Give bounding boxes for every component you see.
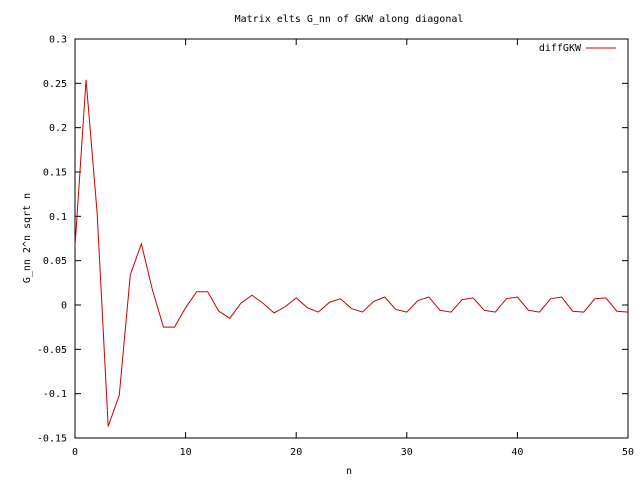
y-tick-label: 0 — [61, 301, 67, 312]
plot-area — [74, 38, 629, 439]
x-tick-label: 0 — [72, 447, 78, 458]
x-tick-label: 20 — [290, 447, 302, 458]
chart-title: Matrix elts G_nn of GKW along diagonal — [235, 14, 464, 25]
y-tick-label: -0.1 — [43, 389, 67, 400]
y-tick-label: 0.15 — [43, 168, 67, 179]
legend: diffGKW — [539, 43, 616, 54]
x-axis: 0 10 20 30 40 50 — [72, 39, 634, 458]
y-tick-label: 0.3 — [49, 35, 67, 46]
x-tick-label: 30 — [401, 447, 413, 458]
x-tick-label: 40 — [511, 447, 523, 458]
y-axis-label: G_nn 2^n sqrt n — [22, 193, 33, 283]
y-tick-label: 0.05 — [43, 256, 67, 267]
legend-label: diffGKW — [539, 43, 582, 54]
series-line-diffGKW — [74, 79, 629, 427]
y-tick-label: -0.05 — [37, 345, 67, 356]
y-tick-label: 0.25 — [43, 79, 67, 90]
y-tick-label: 0.1 — [49, 212, 67, 223]
y-tick-label: -0.15 — [37, 434, 67, 445]
x-tick-label: 50 — [622, 447, 634, 458]
y-tick-label: 0.2 — [49, 123, 67, 134]
x-tick-label: 10 — [180, 447, 192, 458]
series-layer — [74, 79, 629, 427]
y-axis: -0.15 -0.1 -0.05 0 0.05 0.1 0.15 0.2 0.25 0.3 — [37, 35, 628, 445]
x-axis-label: n — [346, 466, 352, 477]
